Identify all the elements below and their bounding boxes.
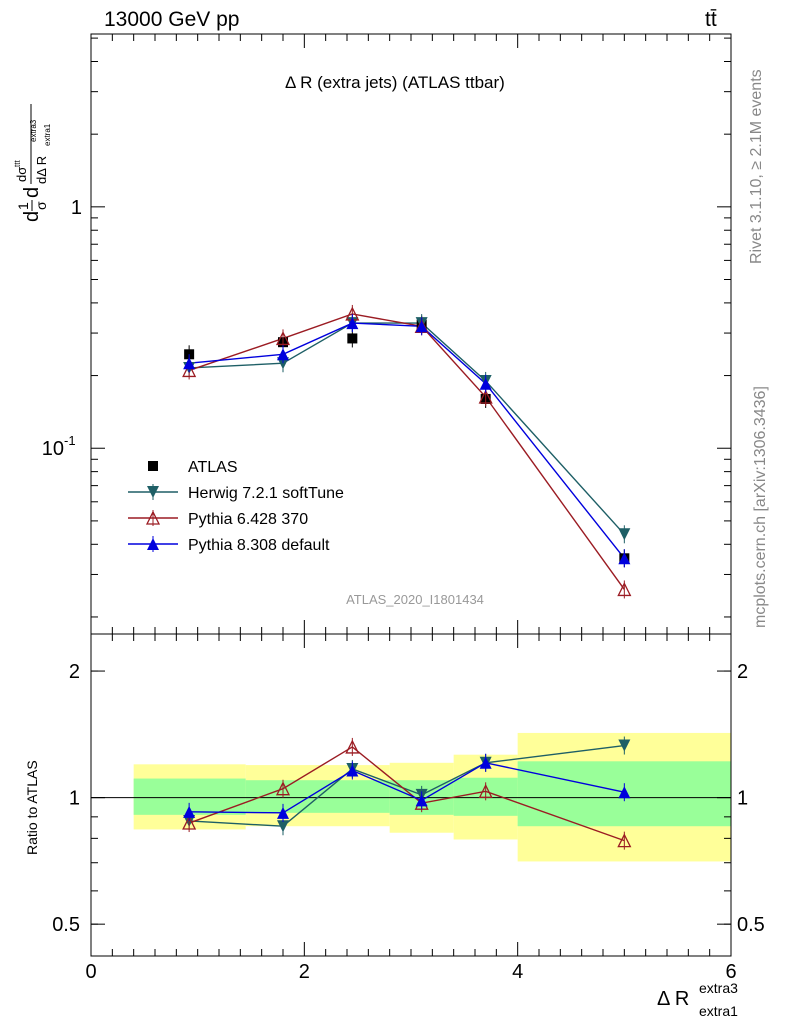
energy-label: 13000 GeV pp bbox=[104, 8, 239, 31]
main-point-herwig-7-2-1-softtune bbox=[618, 528, 631, 541]
main-point-pythia-8-308-default bbox=[479, 377, 492, 390]
legend-label-atlas: ATLAS bbox=[188, 459, 238, 476]
series-markers bbox=[182, 304, 632, 850]
svg-text:dσ: dσ bbox=[14, 167, 29, 182]
ratio-y-tick-label: 0.5 bbox=[52, 914, 80, 936]
series-lines bbox=[188, 313, 625, 842]
ratio-point-herwig-7-2-1-softtune bbox=[277, 820, 289, 833]
x-tick-label: 4 bbox=[512, 961, 523, 983]
legend-marker-herwig-7-2-1-softtune bbox=[147, 486, 159, 498]
legend-label-pythia-8-308-default: Pythia 8.308 default bbox=[188, 537, 330, 554]
svg-text:d: d bbox=[21, 211, 43, 222]
svg-text:σ: σ bbox=[33, 201, 49, 210]
svg-text:ttt: ttt bbox=[13, 160, 22, 167]
main-point-pythia-6-428-370 bbox=[182, 362, 197, 378]
y-tick-label: 1 bbox=[71, 197, 82, 219]
main-point-pythia-8-308-default bbox=[183, 357, 196, 370]
x-axis-label: Δ R extra3 extra1 bbox=[657, 980, 738, 1019]
svg-text:extra3: extra3 bbox=[29, 119, 38, 142]
ratio-point-pythia-6-428-370 bbox=[617, 833, 632, 848]
legend-marker-pythia-6-428-370 bbox=[145, 510, 161, 525]
main-line-herwig-7-2-1-softtune bbox=[189, 322, 625, 535]
ratio-y-tick-label-right: 0.5 bbox=[737, 914, 765, 936]
main-point-pythia-6-428-370 bbox=[275, 330, 291, 346]
x-tick-label: 0 bbox=[85, 961, 96, 983]
ratio-y-axis-label: Ratio to ATLAS bbox=[24, 760, 40, 855]
main-point-pythia-6-428-370 bbox=[478, 389, 493, 404]
svg-text:extra1: extra1 bbox=[699, 1003, 738, 1019]
main-line-pythia-8-308-default bbox=[189, 322, 625, 559]
main-point-atlas bbox=[347, 333, 358, 344]
ratio-point-pythia-8-308-default bbox=[183, 805, 196, 818]
ratio-point-pythia-8-308-default bbox=[618, 786, 631, 799]
ratio-point-herwig-7-2-1-softtune bbox=[618, 739, 631, 752]
legend-marker-pythia-8-308-default bbox=[147, 538, 159, 550]
plot-title: Δ R (extra jets) (ATLAS ttbar) bbox=[285, 73, 505, 92]
main-plot-frame bbox=[90, 33, 732, 635]
ratio-line-herwig-7-2-1-softtune bbox=[189, 744, 625, 827]
process-label: tt̄ bbox=[705, 8, 717, 31]
main-point-pythia-8-308-default bbox=[277, 348, 289, 361]
main-point-pythia-6-428-370 bbox=[617, 582, 632, 597]
ratio-point-pythia-8-308-default bbox=[415, 794, 428, 807]
ratio-point-pythia-8-308-default bbox=[277, 806, 289, 819]
axis-tick-labels: 0 2 4 6 1 10 -1 2 2 1 1 0.5 0.5 bbox=[42, 197, 765, 983]
main-y-axis-label: d 1 σ d dσ ttt dΔ R extra3 extra1 bbox=[13, 104, 52, 222]
green-band-1 bbox=[245, 780, 390, 813]
ratio-point-pythia-6-428-370 bbox=[275, 781, 291, 796]
ratio-y-tick-label: 2 bbox=[69, 661, 80, 683]
ratio-y-tick-label-right: 2 bbox=[737, 661, 748, 683]
x-tick-label: 2 bbox=[299, 961, 310, 983]
ratio-point-pythia-6-428-370 bbox=[478, 783, 493, 798]
ratio-point-pythia-6-428-370 bbox=[182, 815, 197, 830]
ratio-point-pythia-6-428-370 bbox=[345, 739, 360, 754]
ratio-point-pythia-8-308-default bbox=[346, 764, 359, 777]
main-point-pythia-8-308-default bbox=[618, 552, 631, 565]
ratio-line-pythia-6-428-370 bbox=[188, 746, 625, 842]
svg-text:d: d bbox=[21, 187, 43, 198]
mcplots-label: mcplots.cern.ch [arXiv:1306.3436] bbox=[752, 386, 769, 628]
ratio-line-pythia-8-308-default bbox=[189, 762, 625, 814]
analysis-watermark: ATLAS_2020_I1801434 bbox=[346, 592, 484, 607]
svg-text:extra3: extra3 bbox=[699, 980, 738, 996]
legend-label-pythia-6-428-370: Pythia 6.428 370 bbox=[188, 511, 308, 528]
axis-ticks bbox=[90, 34, 732, 956]
svg-text:extra1: extra1 bbox=[43, 123, 52, 146]
legend-marker-atlas bbox=[148, 461, 158, 471]
svg-text:1: 1 bbox=[15, 202, 31, 210]
rivet-label: Rivet 3.1.10, ≥ 2.1M events bbox=[748, 69, 765, 264]
ratio-point-pythia-8-308-default bbox=[479, 756, 492, 769]
legend-label-herwig-7-2-1-softtune: Herwig 7.2.1 softTune bbox=[188, 485, 344, 502]
main-point-pythia-8-308-default bbox=[346, 317, 359, 330]
main-point-pythia-8-308-default bbox=[415, 320, 428, 333]
main-line-pythia-6-428-370 bbox=[188, 313, 625, 590]
ratio-y-tick-label-right: 1 bbox=[737, 788, 748, 810]
y-tick-label-exponent: -1 bbox=[64, 433, 76, 448]
svg-text:Δ R: Δ R bbox=[657, 988, 689, 1010]
svg-text:dΔ R: dΔ R bbox=[34, 156, 49, 184]
x-tick-label: 6 bbox=[725, 961, 736, 983]
y-tick-label: 10 bbox=[42, 438, 64, 460]
ratio-y-tick-label: 1 bbox=[69, 788, 80, 810]
legend: ATLAS Herwig 7.2.1 softTune Pythia 6.428 3… bbox=[128, 459, 344, 554]
